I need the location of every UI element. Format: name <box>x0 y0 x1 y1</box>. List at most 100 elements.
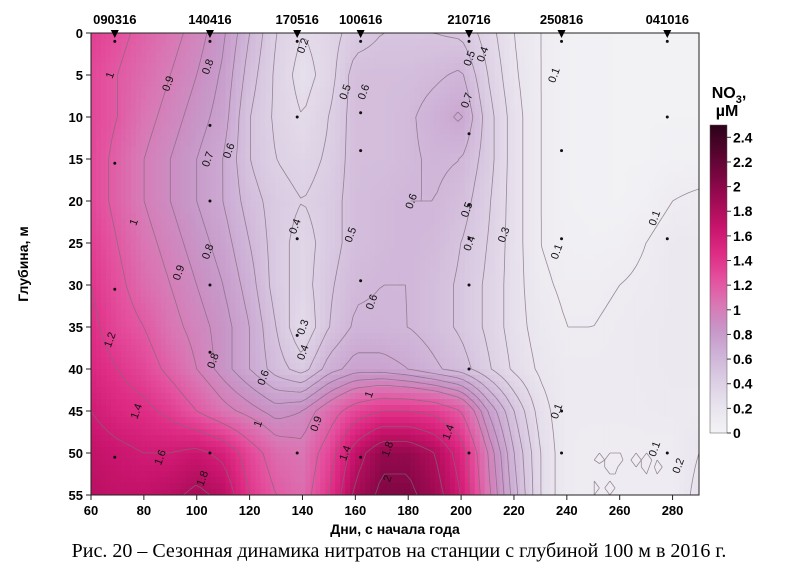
field-cell <box>689 249 695 256</box>
field-cell <box>145 255 152 262</box>
field-cell <box>390 273 396 280</box>
field-cell <box>454 165 461 172</box>
field-cell <box>200 189 207 196</box>
field-cell <box>399 105 406 112</box>
field-cell <box>245 177 252 184</box>
field-cell <box>330 141 336 148</box>
field-cell <box>165 141 172 148</box>
field-cell <box>230 195 237 202</box>
field-cell <box>205 261 212 268</box>
field-cell <box>429 105 436 112</box>
field-cell <box>659 249 665 256</box>
field-cell <box>150 87 157 94</box>
field-cell <box>614 273 620 280</box>
field-cell <box>155 117 162 124</box>
field-cell <box>285 57 291 64</box>
field-cell <box>474 57 481 64</box>
field-cell <box>245 237 252 244</box>
field-cell <box>365 129 371 136</box>
field-cell <box>644 261 650 268</box>
field-cell <box>165 105 172 112</box>
field-cell <box>674 213 680 220</box>
field-cell <box>589 105 595 112</box>
field-cell <box>195 33 202 40</box>
field-cell <box>365 153 371 160</box>
field-cell <box>639 219 645 226</box>
field-cell <box>320 165 326 172</box>
field-cell <box>270 273 276 280</box>
field-cell <box>110 105 117 112</box>
field-cell <box>524 177 531 184</box>
field-cell <box>155 243 162 250</box>
field-cell <box>569 255 576 262</box>
field-cell <box>165 81 172 88</box>
field-cell <box>205 249 212 256</box>
field-cell <box>424 105 431 112</box>
field-cell <box>260 135 267 142</box>
field-cell <box>554 99 561 106</box>
field-cell <box>350 261 356 268</box>
field-cell <box>554 111 561 118</box>
field-cell <box>509 57 516 64</box>
field-cell <box>449 261 456 268</box>
field-cell <box>569 237 576 244</box>
field-cell <box>160 51 167 58</box>
field-cell <box>235 117 242 124</box>
field-cell <box>519 123 526 130</box>
field-cell <box>539 105 546 112</box>
field-cell <box>190 51 197 58</box>
field-cell <box>105 249 112 256</box>
field-cell <box>310 201 316 208</box>
field-cell <box>365 99 371 106</box>
field-cell <box>170 195 177 202</box>
field-cell <box>355 231 361 238</box>
field-cell <box>639 243 645 250</box>
field-cell <box>424 63 431 70</box>
field-cell <box>414 267 421 274</box>
field-cell <box>375 183 381 190</box>
field-cell <box>91 147 97 154</box>
field-cell <box>479 123 486 130</box>
field-cell <box>624 237 630 244</box>
field-cell <box>514 117 521 124</box>
field-cell <box>639 225 645 232</box>
field-cell <box>484 243 491 250</box>
field-cell <box>325 261 331 268</box>
field-cell <box>584 189 590 196</box>
field-cell <box>529 93 536 100</box>
field-cell <box>524 123 531 130</box>
field-cell <box>649 195 655 202</box>
field-cell <box>360 267 366 274</box>
field-cell <box>255 39 262 46</box>
field-cell <box>360 261 366 268</box>
field-cell <box>330 261 336 268</box>
field-cell <box>669 237 675 244</box>
field-cell <box>549 243 556 250</box>
field-cell <box>125 141 132 148</box>
field-cell <box>514 39 521 46</box>
field-cell <box>170 225 177 232</box>
field-cell <box>145 93 152 100</box>
field-cell <box>644 249 650 256</box>
field-cell <box>599 171 605 178</box>
field-cell <box>110 207 117 214</box>
field-cell <box>594 129 600 136</box>
field-cell <box>330 33 336 40</box>
field-cell <box>614 243 620 250</box>
field-cell <box>639 189 645 196</box>
field-cell <box>160 183 167 190</box>
field-cell <box>220 141 227 148</box>
field-cell <box>414 57 421 64</box>
field-cell <box>434 117 441 124</box>
field-cell <box>454 69 461 76</box>
field-cell <box>230 237 237 244</box>
field-cell <box>340 231 346 238</box>
field-cell <box>110 147 117 154</box>
field-cell <box>290 261 296 268</box>
field-cell <box>395 141 401 148</box>
field-cell <box>639 111 645 118</box>
field-cell <box>399 51 406 58</box>
field-cell <box>305 33 311 40</box>
field-cell <box>110 165 117 172</box>
field-cell <box>469 81 476 88</box>
